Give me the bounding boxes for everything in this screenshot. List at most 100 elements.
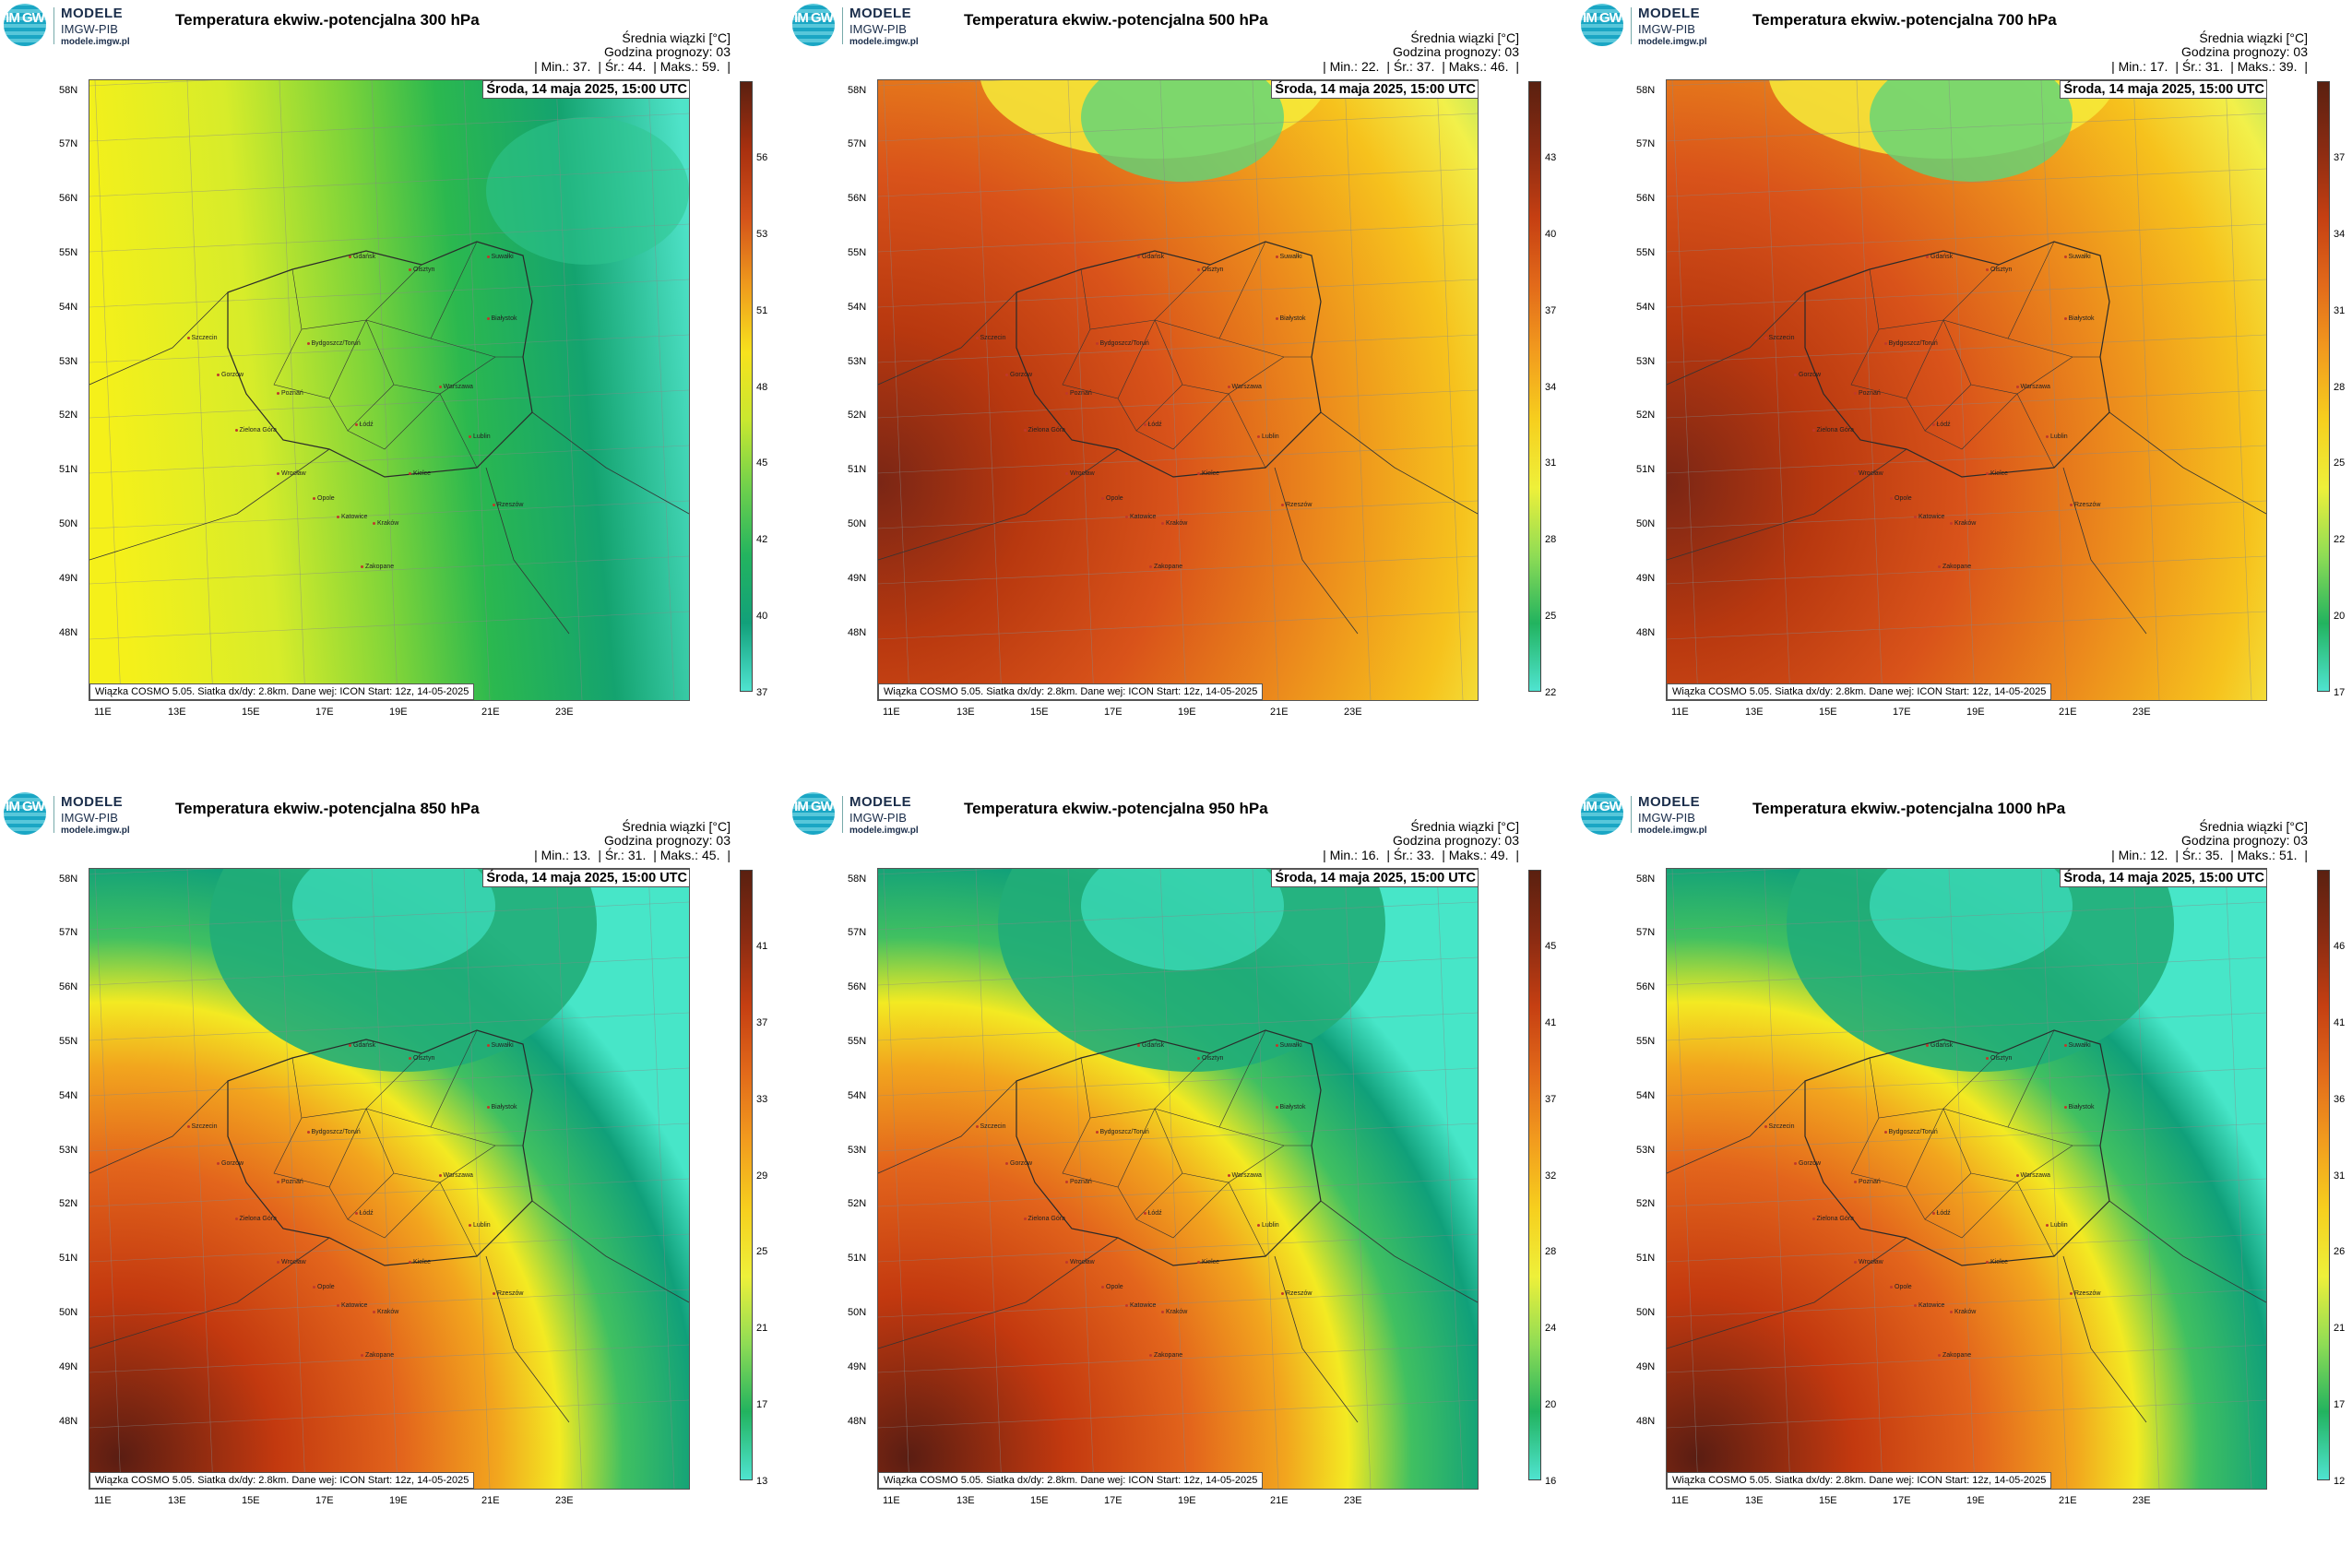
info-block: Średnia wiązki [°C] Godzina prognozy: 03 — [2181, 820, 2308, 848]
city-label: Kraków — [372, 520, 399, 528]
latitude-label: 53N — [1636, 356, 1656, 367]
panel-title: Temperatura ekwiw.-potencjalna 500 hPa — [964, 11, 1268, 29]
stat-min: 37. — [572, 59, 591, 74]
colorbar-tick-label: 28 — [1545, 534, 1557, 546]
date-label: Środa, 14 maja 2025, 15:00 UTC — [1271, 80, 1478, 99]
latitude-label: 51N — [59, 464, 78, 475]
colorbar-tick-label: 26 — [2334, 1246, 2346, 1258]
colorbar-tick-label: 36 — [2334, 1093, 2346, 1105]
city-label: Olsztyn — [1196, 266, 1224, 273]
colorbar-tick-label: 20 — [1545, 1399, 1557, 1411]
forecast-panel-6: IM GW MODELE IMGW-PIB modele.imgw.pl Tem… — [1577, 789, 2345, 1545]
longitude-label: 13E — [956, 1495, 975, 1506]
colorbar-tick-label: 25 — [756, 1246, 768, 1258]
date-label: Środa, 14 maja 2025, 15:00 UTC — [1271, 869, 1478, 887]
colorbar-tick-label: 31 — [2334, 1170, 2346, 1182]
longitude-label: 17E — [1104, 707, 1123, 718]
map-view[interactable]: Środa, 14 maja 2025, 15:00 UTC Wiązka CO… — [89, 868, 690, 1490]
longitude-label: 11E — [1671, 707, 1689, 718]
logo-url: modele.imgw.pl — [61, 826, 130, 836]
latitude-label: 55N — [59, 247, 78, 258]
latitude-label: 58N — [1636, 873, 1656, 885]
latitude-label: 52N — [1636, 1198, 1656, 1209]
stat-max-label: | Maks.: — [1442, 59, 1487, 74]
latitude-label: 52N — [1636, 410, 1656, 421]
longitude-label: 21E — [481, 707, 500, 718]
logo-divider — [1631, 796, 1632, 833]
colorbar-tick-label: 40 — [756, 611, 768, 623]
latitude-gridline — [89, 445, 689, 474]
longitude-label: 11E — [94, 1495, 112, 1506]
logo-mark-icon: IM GW — [792, 792, 835, 835]
map-view[interactable]: Środa, 14 maja 2025, 15:00 UTC Wiązka CO… — [877, 79, 1479, 701]
longitude-gridline — [1856, 80, 1883, 700]
field-feature — [1081, 80, 1284, 182]
latitude-gridline — [1667, 869, 1793, 875]
colorbar-tick-label: 56 — [756, 152, 768, 163]
latitude-label: 58N — [1636, 85, 1656, 96]
latitude-label: 52N — [848, 410, 867, 421]
stat-min-label: | Min.: — [2111, 848, 2146, 862]
latitude-gridline — [878, 389, 1478, 419]
longitude-label: 23E — [2132, 707, 2151, 718]
temperature-field — [878, 869, 1478, 1489]
latitude-label: 51N — [59, 1253, 78, 1264]
map-view[interactable]: Środa, 14 maja 2025, 15:00 UTC Wiązka CO… — [1666, 868, 2267, 1490]
neighbor-borders — [89, 1080, 689, 1423]
latitude-label: 51N — [848, 1253, 867, 1264]
longitude-gridline — [1252, 80, 1279, 700]
city-label: Rzeszów — [1280, 1289, 1313, 1297]
latitude-gridline — [878, 1178, 1478, 1207]
latitude-gridline — [89, 611, 689, 640]
info-line-1: Średnia wiązki [°C] — [1410, 819, 1519, 834]
logo-mark-icon: IM GW — [1581, 792, 1623, 835]
longitude-gridline — [371, 80, 398, 700]
latitude-label: 57N — [59, 927, 78, 938]
city-label: Rzeszów — [492, 501, 524, 508]
imgw-logo[interactable]: IM GW MODELE IMGW-PIB modele.imgw.pl — [4, 4, 151, 50]
longitude-label: 23E — [1344, 707, 1362, 718]
latitude-gridline — [89, 1399, 689, 1429]
latitude-label: 54N — [59, 302, 78, 313]
city-label: Suwałki — [486, 1042, 514, 1050]
info-line-1: Średnia wiązki [°C] — [622, 819, 731, 834]
imgw-logo[interactable]: IM GW MODELE IMGW-PIB modele.imgw.pl — [1581, 792, 1728, 838]
stats-line: | Min.: 37. | Śr.: 44. | Maks.: 59. | — [530, 59, 731, 74]
latitude-gridline — [878, 334, 1478, 363]
forecast-panel-4: IM GW MODELE IMGW-PIB modele.imgw.pl Tem… — [0, 789, 767, 1545]
imgw-logo[interactable]: IM GW MODELE IMGW-PIB modele.imgw.pl — [1581, 4, 1728, 50]
stat-avg-label: | Śr.: — [1386, 848, 1413, 862]
stat-avg-label: | Śr.: — [1386, 59, 1413, 74]
stat-max: 45. — [702, 848, 720, 862]
latitude-gridline — [878, 555, 1478, 585]
latitude-gridline — [1667, 1289, 2266, 1318]
map-view[interactable]: Środa, 14 maja 2025, 15:00 UTC Wiązka CO… — [877, 868, 1479, 1490]
longitude-gridline — [2225, 80, 2252, 700]
map-view[interactable]: Środa, 14 maja 2025, 15:00 UTC Wiązka CO… — [1666, 79, 2267, 701]
city-label: Opole — [1890, 495, 1912, 503]
imgw-logo[interactable]: IM GW MODELE IMGW-PIB modele.imgw.pl — [4, 792, 151, 838]
city-label: Gorzów — [1793, 371, 1822, 378]
longitude-label: 19E — [1178, 1495, 1196, 1506]
latitude-label: 50N — [848, 518, 867, 529]
longitude-gridline — [279, 869, 306, 1489]
longitude-label: 15E — [1819, 1495, 1837, 1506]
latitude-gridline — [878, 500, 1478, 529]
map-view[interactable]: Środa, 14 maja 2025, 15:00 UTC Wiązka CO… — [89, 79, 690, 701]
city-label: Bydgoszcz/Toruń — [1095, 340, 1149, 348]
colorbar-tick-label: 25 — [1545, 611, 1557, 623]
imgw-logo[interactable]: IM GW MODELE IMGW-PIB modele.imgw.pl — [792, 792, 940, 838]
stat-avg: 37. — [1416, 59, 1435, 74]
colorbar-tick-label: 17 — [756, 1399, 768, 1411]
city-label: Opole — [313, 1284, 335, 1291]
stat-max: 49. — [1491, 848, 1509, 862]
latitude-gridline — [1667, 500, 2266, 529]
city-label: Lublin — [469, 434, 491, 441]
imgw-logo[interactable]: IM GW MODELE IMGW-PIB modele.imgw.pl — [792, 4, 940, 50]
latitude-gridline — [878, 80, 1004, 87]
colorbar-tick-label: 22 — [1545, 687, 1557, 698]
latitude-gridline — [878, 1233, 1478, 1263]
info-line-1: Średnia wiązki [°C] — [622, 30, 731, 45]
colorbar-tick-label: 37 — [756, 1016, 768, 1028]
colorbar-tick-label: 45 — [1545, 941, 1557, 952]
